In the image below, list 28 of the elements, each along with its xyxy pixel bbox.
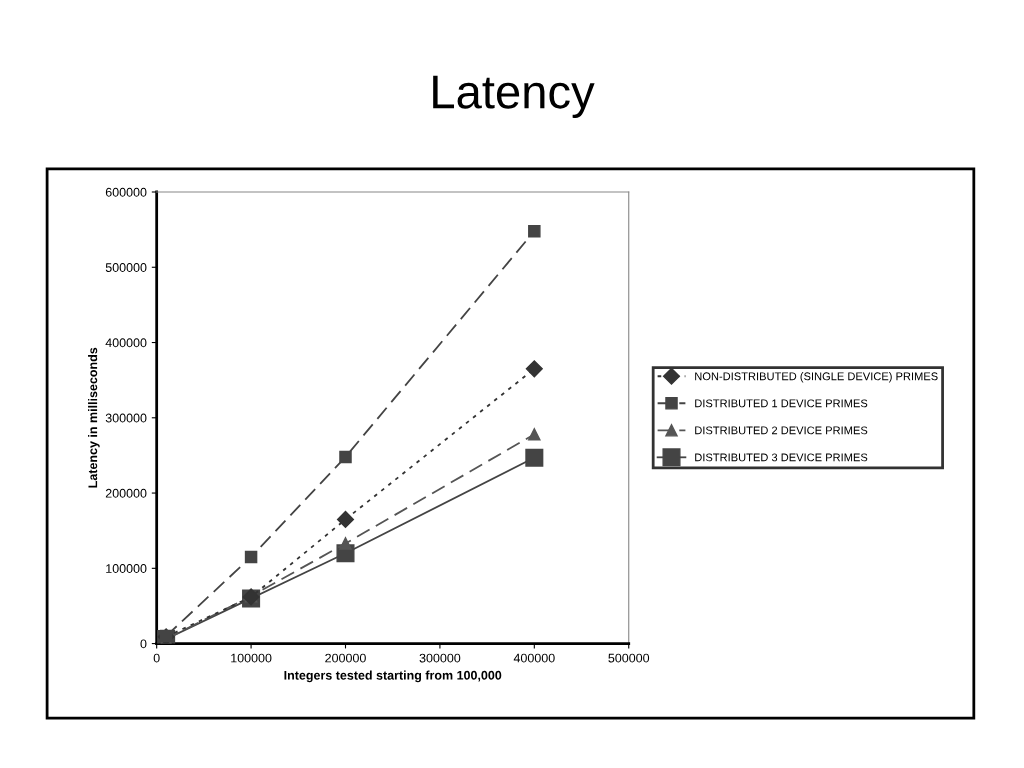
legend-label: NON-DISTRIBUTED (SINGLE DEVICE) PRIMES [695, 372, 938, 383]
x-tick-label: 0 [153, 653, 160, 663]
chart-title: Latency [433, 75, 595, 119]
point [339, 537, 352, 550]
x-tick-label: 200000 [325, 653, 366, 663]
point [339, 450, 352, 464]
x-tick-label: 500000 [608, 653, 650, 663]
point [244, 550, 258, 564]
y-tick-label: 300000 [105, 413, 147, 423]
y-tick-label: 600000 [105, 187, 147, 197]
x-tick-label: 400000 [513, 653, 555, 663]
point [336, 510, 355, 528]
x-tick-label: 300000 [419, 653, 461, 663]
y-tick-label: 0 [140, 639, 147, 649]
point [525, 448, 544, 467]
y-tick-label: 100000 [106, 564, 147, 573]
point [528, 224, 541, 238]
x-axis-title: Integers tested starting from 100,000 [284, 670, 502, 683]
point [525, 360, 543, 378]
y-axis-title: Latency in milliseconds [88, 347, 100, 488]
y-tick-label: 400000 [105, 338, 147, 348]
y-tick-label: 200000 [105, 488, 147, 498]
legend-label: DISTRIBUTED 1 DEVICE PRIMES [695, 399, 868, 408]
legend-label: DISTRIBUTED 3 DEVICE PRIMES [695, 453, 868, 462]
y-tick-label: 500000 [105, 263, 147, 272]
point [528, 428, 541, 441]
legend-label: DISTRIBUTED 2 DEVICE PRIMES [695, 426, 868, 435]
x-tick-label: 100000 [231, 653, 272, 663]
